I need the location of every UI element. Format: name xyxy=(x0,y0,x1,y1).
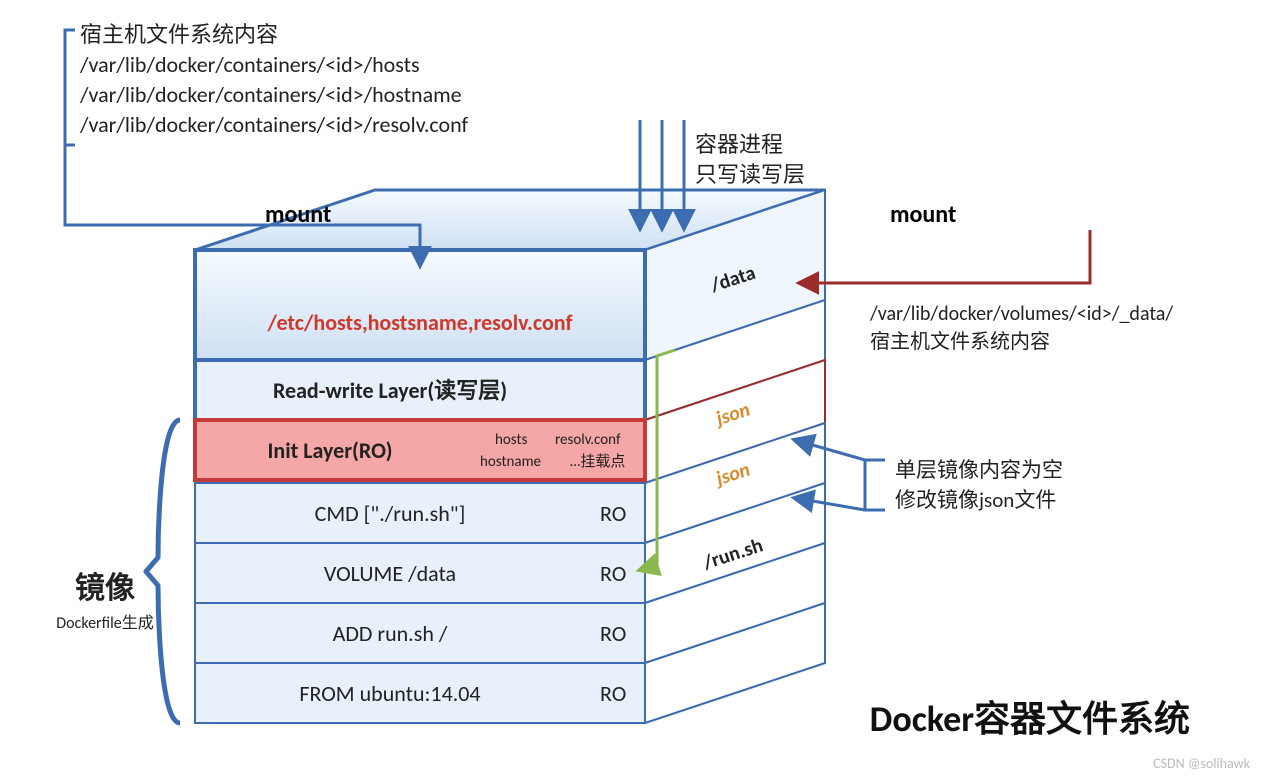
container-proc-block: 容器进程 只写读写层 xyxy=(695,130,805,190)
host-fs-line: /var/lib/docker/containers/<id>/resolv.c… xyxy=(80,110,468,140)
svg-text:hosts: hosts xyxy=(495,431,528,449)
svg-text:Read-write Layer(读写层): Read-write Layer(读写层) xyxy=(273,377,507,404)
host-fs-block: 宿主机文件系统内容 /var/lib/docker/containers/<id… xyxy=(80,20,468,140)
svg-text:VOLUME /data: VOLUME /data xyxy=(324,560,456,587)
svg-text:hostname: hostname xyxy=(480,453,541,471)
svg-text:resolv.conf: resolv.conf xyxy=(555,431,621,449)
svg-text:CMD ["./run.sh"]: CMD ["./run.sh"] xyxy=(315,500,466,527)
host-fs-header: 宿主机文件系统内容 xyxy=(80,20,468,50)
image-label-main: 镜像 xyxy=(40,563,170,607)
svg-text:…挂载点: …挂载点 xyxy=(570,453,625,471)
image-label-sub: Dockerfile生成 xyxy=(40,609,170,633)
svg-text:ADD run.sh /: ADD run.sh / xyxy=(333,620,448,647)
mount-label-left: mount xyxy=(265,200,331,229)
host-fs-line: /var/lib/docker/containers/<id>/hostname xyxy=(80,80,468,110)
volume-path-line: 宿主机文件系统内容 xyxy=(870,328,1173,356)
container-proc-line: 容器进程 xyxy=(695,130,805,160)
container-proc-line: 只写读写层 xyxy=(695,160,805,190)
json-note-line: 修改镜像json文件 xyxy=(895,485,1063,515)
svg-text:RO: RO xyxy=(600,680,626,707)
watermark: CSDN @solihawk xyxy=(1153,755,1250,772)
svg-text:RO: RO xyxy=(600,620,626,647)
mount-label-right: mount xyxy=(890,200,956,229)
svg-text:/etc/hosts,hostsname,resolv.co: /etc/hosts,hostsname,resolv.conf xyxy=(267,309,573,336)
json-note-line: 单层镜像内容为空 xyxy=(895,455,1063,485)
volume-path-block: /var/lib/docker/volumes/<id>/_data/ 宿主机文… xyxy=(870,300,1173,356)
svg-text:FROM ubuntu:14.04: FROM ubuntu:14.04 xyxy=(299,680,480,707)
svg-text:RO: RO xyxy=(600,560,626,587)
json-note-block: 单层镜像内容为空 修改镜像json文件 xyxy=(895,455,1063,515)
svg-text:Init Layer(RO): Init Layer(RO) xyxy=(268,437,393,464)
image-label-block: 镜像 Dockerfile生成 xyxy=(40,563,170,633)
svg-text:RO: RO xyxy=(600,500,626,527)
diagram-title: Docker容器文件系统 xyxy=(870,690,1190,742)
volume-path-line: /var/lib/docker/volumes/<id>/_data/ xyxy=(870,300,1173,328)
host-fs-line: /var/lib/docker/containers/<id>/hosts xyxy=(80,50,468,80)
